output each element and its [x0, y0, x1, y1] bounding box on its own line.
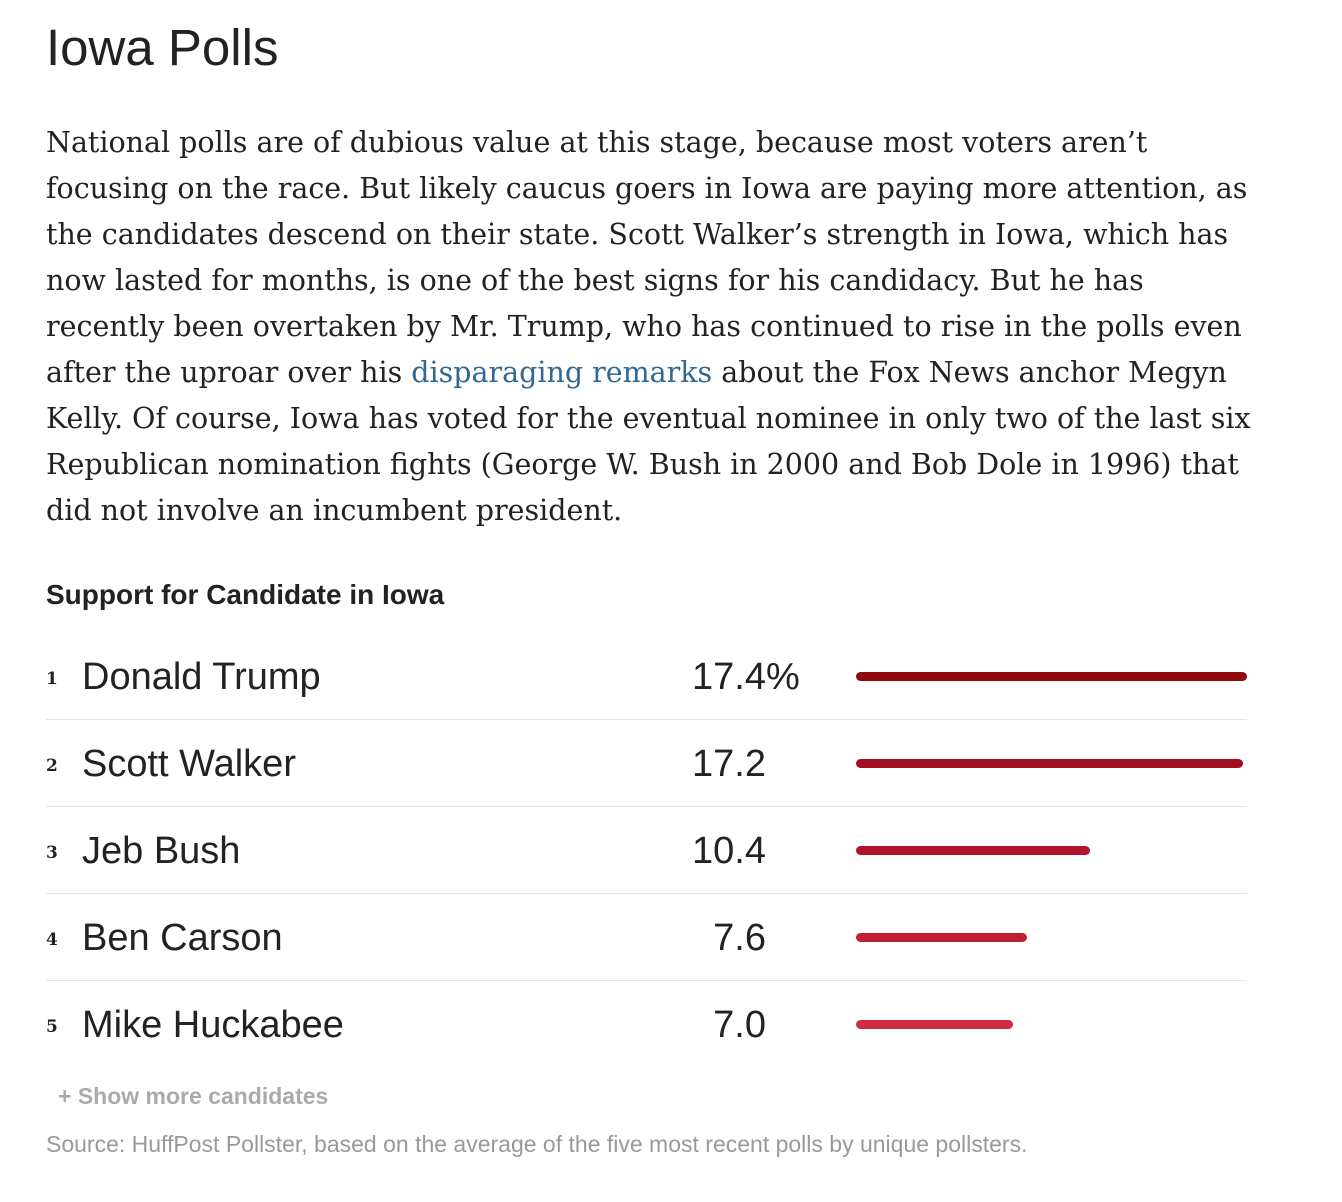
rank-number: 5: [46, 1017, 58, 1037]
rank-number: 1: [46, 669, 58, 689]
chart-row: 5 Mike Huckabee 7.0: [46, 981, 1247, 1067]
bar-track: [856, 672, 1247, 681]
candidate-name: Jeb Bush: [82, 830, 241, 872]
chart-row: 4 Ben Carson 7.6: [46, 894, 1247, 981]
show-more-candidates-button[interactable]: + Show more candidates: [58, 1083, 329, 1109]
chart-row: 1 Donald Trump 17.4%: [46, 633, 1247, 720]
candidate-name: Scott Walker: [82, 743, 296, 785]
candidate-value: 7.6: [666, 914, 800, 962]
bar: [856, 759, 1243, 768]
value-unit: %: [766, 656, 800, 698]
candidate-name: Donald Trump: [82, 656, 321, 698]
candidate-value: 7.0: [666, 1001, 800, 1049]
bar-track: [856, 933, 1247, 942]
bar: [856, 933, 1027, 942]
value-number: 17.4: [692, 656, 766, 698]
chart-row: 3 Jeb Bush 10.4: [46, 807, 1247, 894]
article-paragraph: National polls are of dubious value at t…: [46, 120, 1256, 534]
candidate-name: Mike Huckabee: [82, 1004, 344, 1046]
bar-track: [856, 846, 1247, 855]
value-number: 7.0: [713, 1004, 766, 1046]
page-title: Iowa Polls: [46, 19, 279, 76]
disparaging-remarks-link[interactable]: disparaging remarks: [411, 356, 713, 389]
candidate-name: Ben Carson: [82, 917, 283, 959]
chart-row: 2 Scott Walker 17.2: [46, 720, 1247, 807]
bar: [856, 672, 1247, 681]
bar-track: [856, 1020, 1247, 1029]
candidate-bar-chart: 1 Donald Trump 17.4% 2 Scott Walker 17.2 3 Jeb …: [46, 633, 1247, 1067]
rank-number: 4: [46, 930, 58, 950]
rank-number: 2: [46, 756, 58, 776]
candidate-value: 17.2: [666, 740, 800, 788]
candidate-value: 17.4%: [666, 653, 800, 701]
bar: [856, 846, 1090, 855]
rank-number: 3: [46, 843, 58, 863]
bar: [856, 1020, 1013, 1029]
article-text-before-link: National polls are of dubious value at t…: [46, 126, 1248, 389]
value-number: 17.2: [692, 743, 766, 785]
candidate-value: 10.4: [666, 827, 800, 875]
bar-track: [856, 759, 1247, 768]
source-note: Source: HuffPost Pollster, based on the …: [46, 1131, 1028, 1157]
chart-title: Support for Candidate in Iowa: [46, 579, 445, 610]
value-number: 10.4: [692, 830, 766, 872]
value-number: 7.6: [713, 917, 766, 959]
article-text-after-link: about the Fox News anchor Megyn Kelly. O…: [46, 356, 1251, 527]
